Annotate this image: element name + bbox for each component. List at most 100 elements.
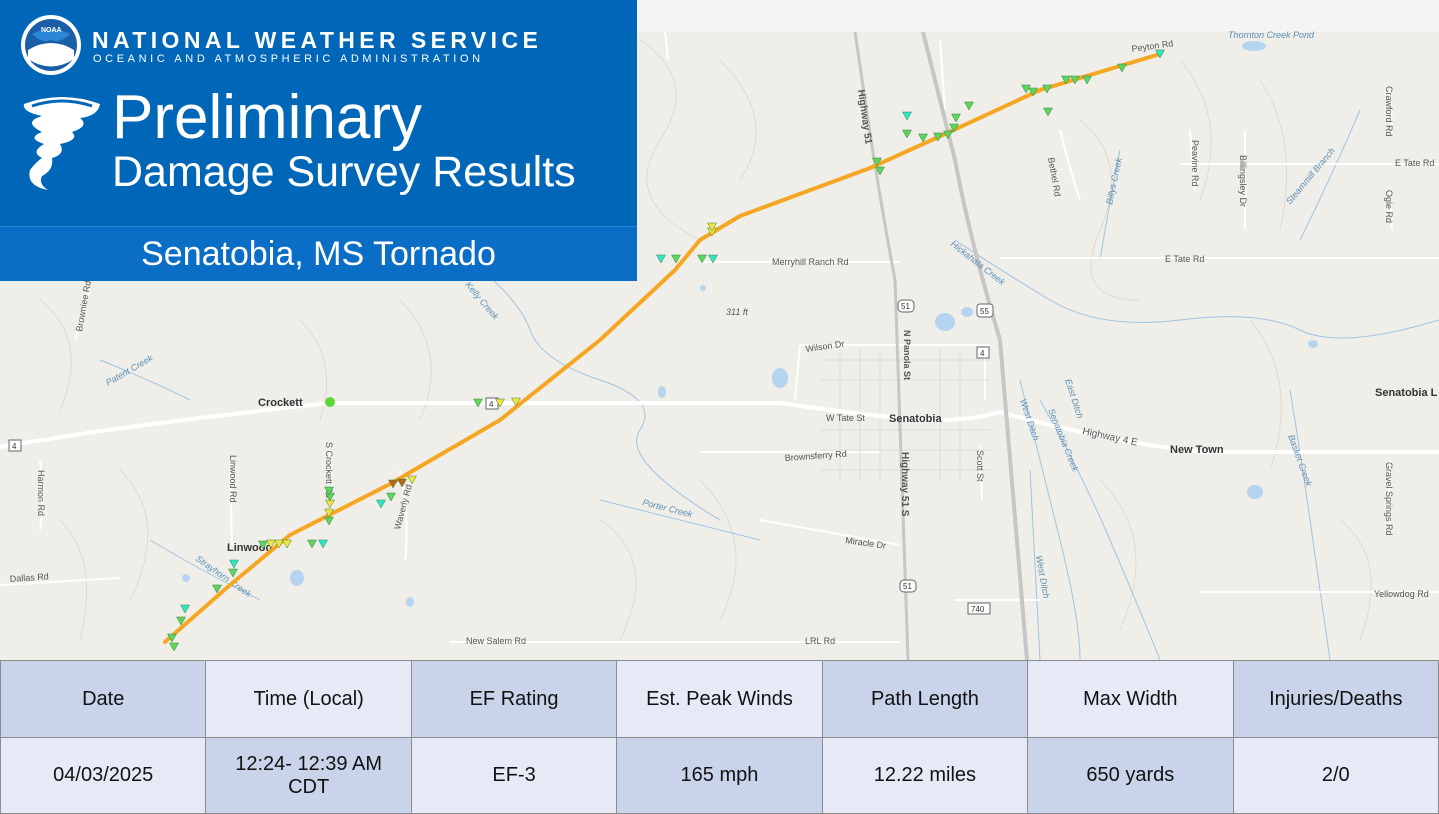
damage-point-ef1[interactable]	[875, 166, 885, 176]
damage-point-ef0[interactable]	[229, 559, 239, 569]
damage-point-ef1[interactable]	[307, 539, 317, 549]
damage-point-ef0[interactable]	[902, 111, 912, 121]
svg-text:740: 740	[971, 605, 985, 614]
label-senatobia: Senatobia	[889, 413, 942, 425]
value-ef-rating: EF-3	[410, 737, 618, 814]
minor-roads	[0, 31, 1439, 643]
summary-header-row: Date Time (Local) EF Rating Est. Peak Wi…	[0, 660, 1439, 738]
damage-point-ef1[interactable]	[169, 642, 179, 652]
label-dallas-rd: Dallas Rd	[9, 571, 49, 584]
event-title: Senatobia, MS Tornado	[0, 226, 637, 281]
header-date: Date	[0, 660, 207, 738]
summary-value-row: 04/03/2025 12:24- 12:39 AM CDT EF-3 165 …	[0, 737, 1439, 814]
damage-point-ef0[interactable]	[1155, 49, 1165, 59]
damage-point-ef1[interactable]	[933, 132, 943, 142]
damage-point-ef0[interactable]	[180, 604, 190, 614]
shield-hwy4-west: 4	[8, 439, 22, 452]
damage-point-ef1[interactable]	[943, 130, 953, 140]
damage-point-ef1[interactable]	[176, 616, 186, 626]
damage-point-ef1[interactable]	[1021, 84, 1031, 94]
damage-point-ef1[interactable]	[872, 157, 882, 167]
damage-point-ef2[interactable]	[407, 475, 417, 485]
label-s-crockett-rd: S Crockett Rd	[324, 442, 334, 498]
svg-text:55: 55	[980, 307, 989, 316]
damage-point-ef1[interactable]	[1028, 87, 1038, 97]
damage-point-ef1[interactable]	[1082, 75, 1092, 85]
damage-point-ef1[interactable]	[697, 254, 707, 264]
terrain-hatching	[39, 39, 1372, 641]
damage-point-ef1[interactable]	[258, 540, 268, 550]
label-e-tate-rd: E Tate Rd	[1165, 254, 1204, 264]
damage-point-ef1[interactable]	[964, 101, 974, 111]
damage-point-ef1[interactable]	[212, 584, 222, 594]
shield-hwy51-south: 51	[899, 579, 917, 593]
noaa-logo: NOAA	[21, 15, 81, 75]
damage-point-ef3[interactable]	[388, 479, 398, 489]
header-injuries-deaths: Injuries/Deaths	[1232, 660, 1439, 738]
damage-point-ef1[interactable]	[473, 398, 483, 408]
svg-text:4: 4	[12, 442, 17, 451]
svg-text:NOAA: NOAA	[41, 27, 62, 34]
value-date: 04/03/2025	[0, 737, 207, 814]
damage-point-ef2[interactable]	[495, 398, 505, 408]
shield-i55: 55	[976, 303, 994, 318]
damage-point-ef0[interactable]	[656, 254, 666, 264]
damage-point-ef1[interactable]	[324, 486, 334, 496]
damage-point-ef1[interactable]	[1042, 84, 1052, 94]
damage-point-ef1[interactable]	[949, 123, 959, 133]
main-roads	[0, 31, 1439, 660]
org-subtitle: OCEANIC AND ATMOSPHERIC ADMINISTRATION	[93, 53, 484, 65]
damage-point-ef2[interactable]	[274, 539, 284, 549]
value-path-length: 12.22 miles	[821, 737, 1029, 814]
label-scott-st: Scott St	[975, 450, 985, 482]
damage-point-ef1[interactable]	[902, 129, 912, 139]
damage-point-ef1[interactable]	[1061, 75, 1071, 85]
damage-point-ef2[interactable]	[511, 397, 521, 407]
damage-point-ef0[interactable]	[318, 539, 328, 549]
label-yellowdog-rd: Yellowdog Rd	[1374, 589, 1429, 599]
label-senatobia-l: Senatobia L	[1375, 387, 1438, 399]
damage-point-ef1[interactable]	[1043, 107, 1053, 117]
svg-text:51: 51	[901, 302, 910, 311]
label-highway-51-s: Highway 51 S	[899, 452, 910, 517]
damage-point-ef2[interactable]	[282, 539, 292, 549]
damage-point-ef1[interactable]	[167, 633, 177, 643]
label-elevation: 311 ft	[726, 307, 748, 317]
svg-text:4: 4	[980, 349, 985, 358]
damage-point-ef1[interactable]	[1117, 63, 1127, 73]
label-gravel-springs-rd: Gravel Springs Rd	[1384, 462, 1394, 536]
headline-preliminary: Preliminary	[112, 83, 423, 152]
damage-point-ef1[interactable]	[386, 492, 396, 502]
value-max-width: 650 yards	[1027, 737, 1234, 814]
label-merryhill-ranch-rd: Merryhill Ranch Rd	[772, 257, 849, 267]
header-path-length: Path Length	[821, 660, 1029, 738]
streams	[99, 109, 1439, 660]
shield-hwy51-north: 51	[897, 299, 915, 313]
damage-point-ef0[interactable]	[708, 254, 718, 264]
damage-point-ef2[interactable]	[266, 539, 276, 549]
label-e-tate-rd-right: E Tate Rd	[1395, 158, 1434, 168]
damage-point-ef3[interactable]	[397, 478, 407, 488]
label-thornton-creek-pond: Thornton Creek Pond	[1228, 30, 1315, 40]
damage-point-ef1[interactable]	[1070, 75, 1080, 85]
damage-point-ef1[interactable]	[671, 254, 681, 264]
damage-point-ef0[interactable]	[376, 499, 386, 509]
value-peak-winds: 165 mph	[616, 737, 823, 814]
damage-point-ef2[interactable]	[707, 222, 717, 232]
value-injuries-deaths: 2/0	[1232, 737, 1439, 814]
value-time: 12:24- 12:39 AM CDT	[205, 737, 412, 814]
damage-point-ef1[interactable]	[918, 133, 928, 143]
crockett-marker	[325, 397, 335, 407]
label-lrl-rd: LRL Rd	[805, 636, 835, 646]
damage-points	[167, 49, 1165, 652]
damage-point-ef1[interactable]	[951, 113, 961, 123]
label-new-town: New Town	[1170, 444, 1224, 456]
water-bodies	[182, 41, 1318, 607]
damage-point-ef1[interactable]	[228, 568, 238, 578]
damage-point-ef2[interactable]	[324, 508, 334, 518]
header-max-width: Max Width	[1027, 660, 1234, 738]
label-crawford-rd: Crawford Rd	[1384, 86, 1394, 137]
label-linwood-rd: Linwood Rd	[228, 455, 238, 503]
svg-text:4: 4	[489, 400, 494, 409]
org-name: NATIONAL WEATHER SERVICE	[92, 27, 543, 53]
